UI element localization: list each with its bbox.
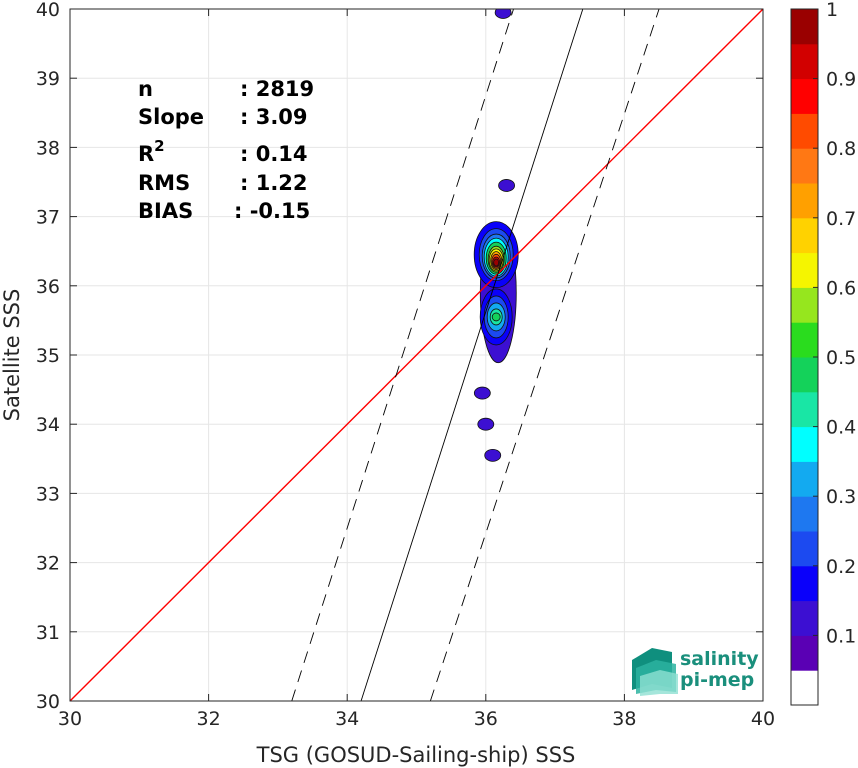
colorbar-tick-label: 0.6 bbox=[826, 277, 856, 299]
stat-value: : 3.09 bbox=[240, 105, 308, 129]
x-tick-label: 40 bbox=[751, 708, 775, 730]
colorbar-swatch bbox=[791, 531, 818, 567]
y-tick-label: 35 bbox=[36, 345, 60, 367]
colorbar-swatch bbox=[791, 565, 818, 602]
density-peak-small bbox=[477, 417, 495, 431]
colorbar-tick-label: 0.2 bbox=[826, 556, 856, 578]
grid bbox=[69, 8, 764, 702]
x-tick-label: 34 bbox=[335, 708, 359, 730]
colorbar-swatch bbox=[791, 148, 818, 184]
colorbar-tick-label: 0.4 bbox=[826, 417, 856, 439]
colorbar-swatch bbox=[791, 670, 818, 706]
colorbar-swatch bbox=[791, 426, 818, 462]
x-tick-label: 30 bbox=[58, 708, 82, 730]
stat-value: : 2819 bbox=[240, 77, 314, 101]
x-tick-label: 38 bbox=[612, 708, 636, 730]
colorbar: 0.1 0.2 0.3 0.4 0.5 0.6 0.7 0.8 0.9 1 bbox=[790, 0, 856, 706]
logo-line2: pi-mep bbox=[680, 669, 754, 691]
stat-label: n bbox=[138, 77, 153, 101]
colorbar-swatch bbox=[791, 252, 818, 288]
stat-label: Slope bbox=[138, 105, 204, 129]
y-tick-label: 33 bbox=[36, 483, 60, 505]
colorbar-swatch bbox=[791, 78, 818, 114]
density-peak-small bbox=[494, 9, 512, 19]
stat-value: : 0.14 bbox=[240, 142, 308, 166]
x-tick-label: 32 bbox=[197, 708, 221, 730]
colorbar-tick-label: 0.9 bbox=[826, 69, 856, 91]
regression-line bbox=[360, 9, 584, 701]
colorbar-swatch bbox=[791, 9, 818, 45]
colorbar-tick-label: 0.7 bbox=[826, 208, 856, 230]
y-tick-label: 30 bbox=[36, 691, 60, 713]
colorbar-swatch bbox=[791, 183, 818, 219]
y-tick-label: 31 bbox=[36, 622, 60, 644]
logo-line1: salinity bbox=[680, 648, 759, 670]
stat-label: BIAS bbox=[138, 199, 193, 223]
y-tick-label: 37 bbox=[36, 207, 60, 229]
density-peak-small bbox=[484, 448, 502, 462]
y-axis-label: Satellite SSS bbox=[0, 289, 24, 422]
colorbar-tick-label: 0.3 bbox=[826, 486, 856, 508]
x-axis-label: TSG (GOSUD-Sailing-ship) SSS bbox=[256, 743, 576, 767]
x-tick-label: 36 bbox=[474, 708, 498, 730]
colorbar-swatch bbox=[791, 600, 818, 636]
colorbar-tick-label: 0.5 bbox=[826, 347, 856, 369]
colorbar-swatch bbox=[791, 217, 818, 254]
y-tick-label: 32 bbox=[36, 553, 60, 575]
y-tick-label: 36 bbox=[36, 276, 60, 298]
density-peak-small bbox=[498, 179, 515, 192]
colorbar-swatch bbox=[791, 357, 818, 393]
colorbar-swatch bbox=[791, 113, 818, 149]
colorbar-tick-label: 0.1 bbox=[826, 625, 856, 647]
y-tick-label: 39 bbox=[36, 68, 60, 90]
stat-value: : 1.22 bbox=[240, 171, 308, 195]
colorbar-swatch bbox=[791, 391, 818, 428]
stat-label-superscript: 2 bbox=[154, 137, 164, 155]
colorbar-tick-label: 0.8 bbox=[826, 138, 856, 160]
colorbar-swatch bbox=[791, 287, 818, 323]
fit-lines bbox=[70, 9, 763, 701]
colorbar-swatch bbox=[791, 322, 818, 358]
axis-ticks: 30 32 34 36 38 40 30 31 32 33 34 35 36 37 38 39 40 bbox=[36, 0, 775, 730]
y-tick-label: 40 bbox=[36, 0, 60, 21]
colorbar-swatch bbox=[791, 635, 818, 671]
confidence-line bbox=[429, 9, 660, 701]
density-peak-small bbox=[473, 386, 491, 400]
confidence-line bbox=[291, 9, 514, 701]
density-peak-secondary-level bbox=[491, 312, 501, 322]
colorbar-swatch bbox=[791, 461, 818, 497]
stat-label: RMS bbox=[138, 171, 190, 195]
identity-line bbox=[70, 9, 763, 701]
density-peak-main-level bbox=[493, 258, 500, 267]
y-tick-label: 38 bbox=[36, 137, 60, 159]
colorbar-tick-label: 1 bbox=[826, 0, 838, 21]
colorbar-swatch bbox=[791, 496, 818, 532]
stat-value: : -0.15 bbox=[234, 199, 310, 223]
salinity-pi-mep-logo: salinity pi-mep bbox=[632, 648, 759, 696]
y-tick-label: 34 bbox=[36, 414, 60, 436]
logo-mark-icon bbox=[632, 648, 678, 696]
colorbar-swatch bbox=[791, 43, 818, 80]
